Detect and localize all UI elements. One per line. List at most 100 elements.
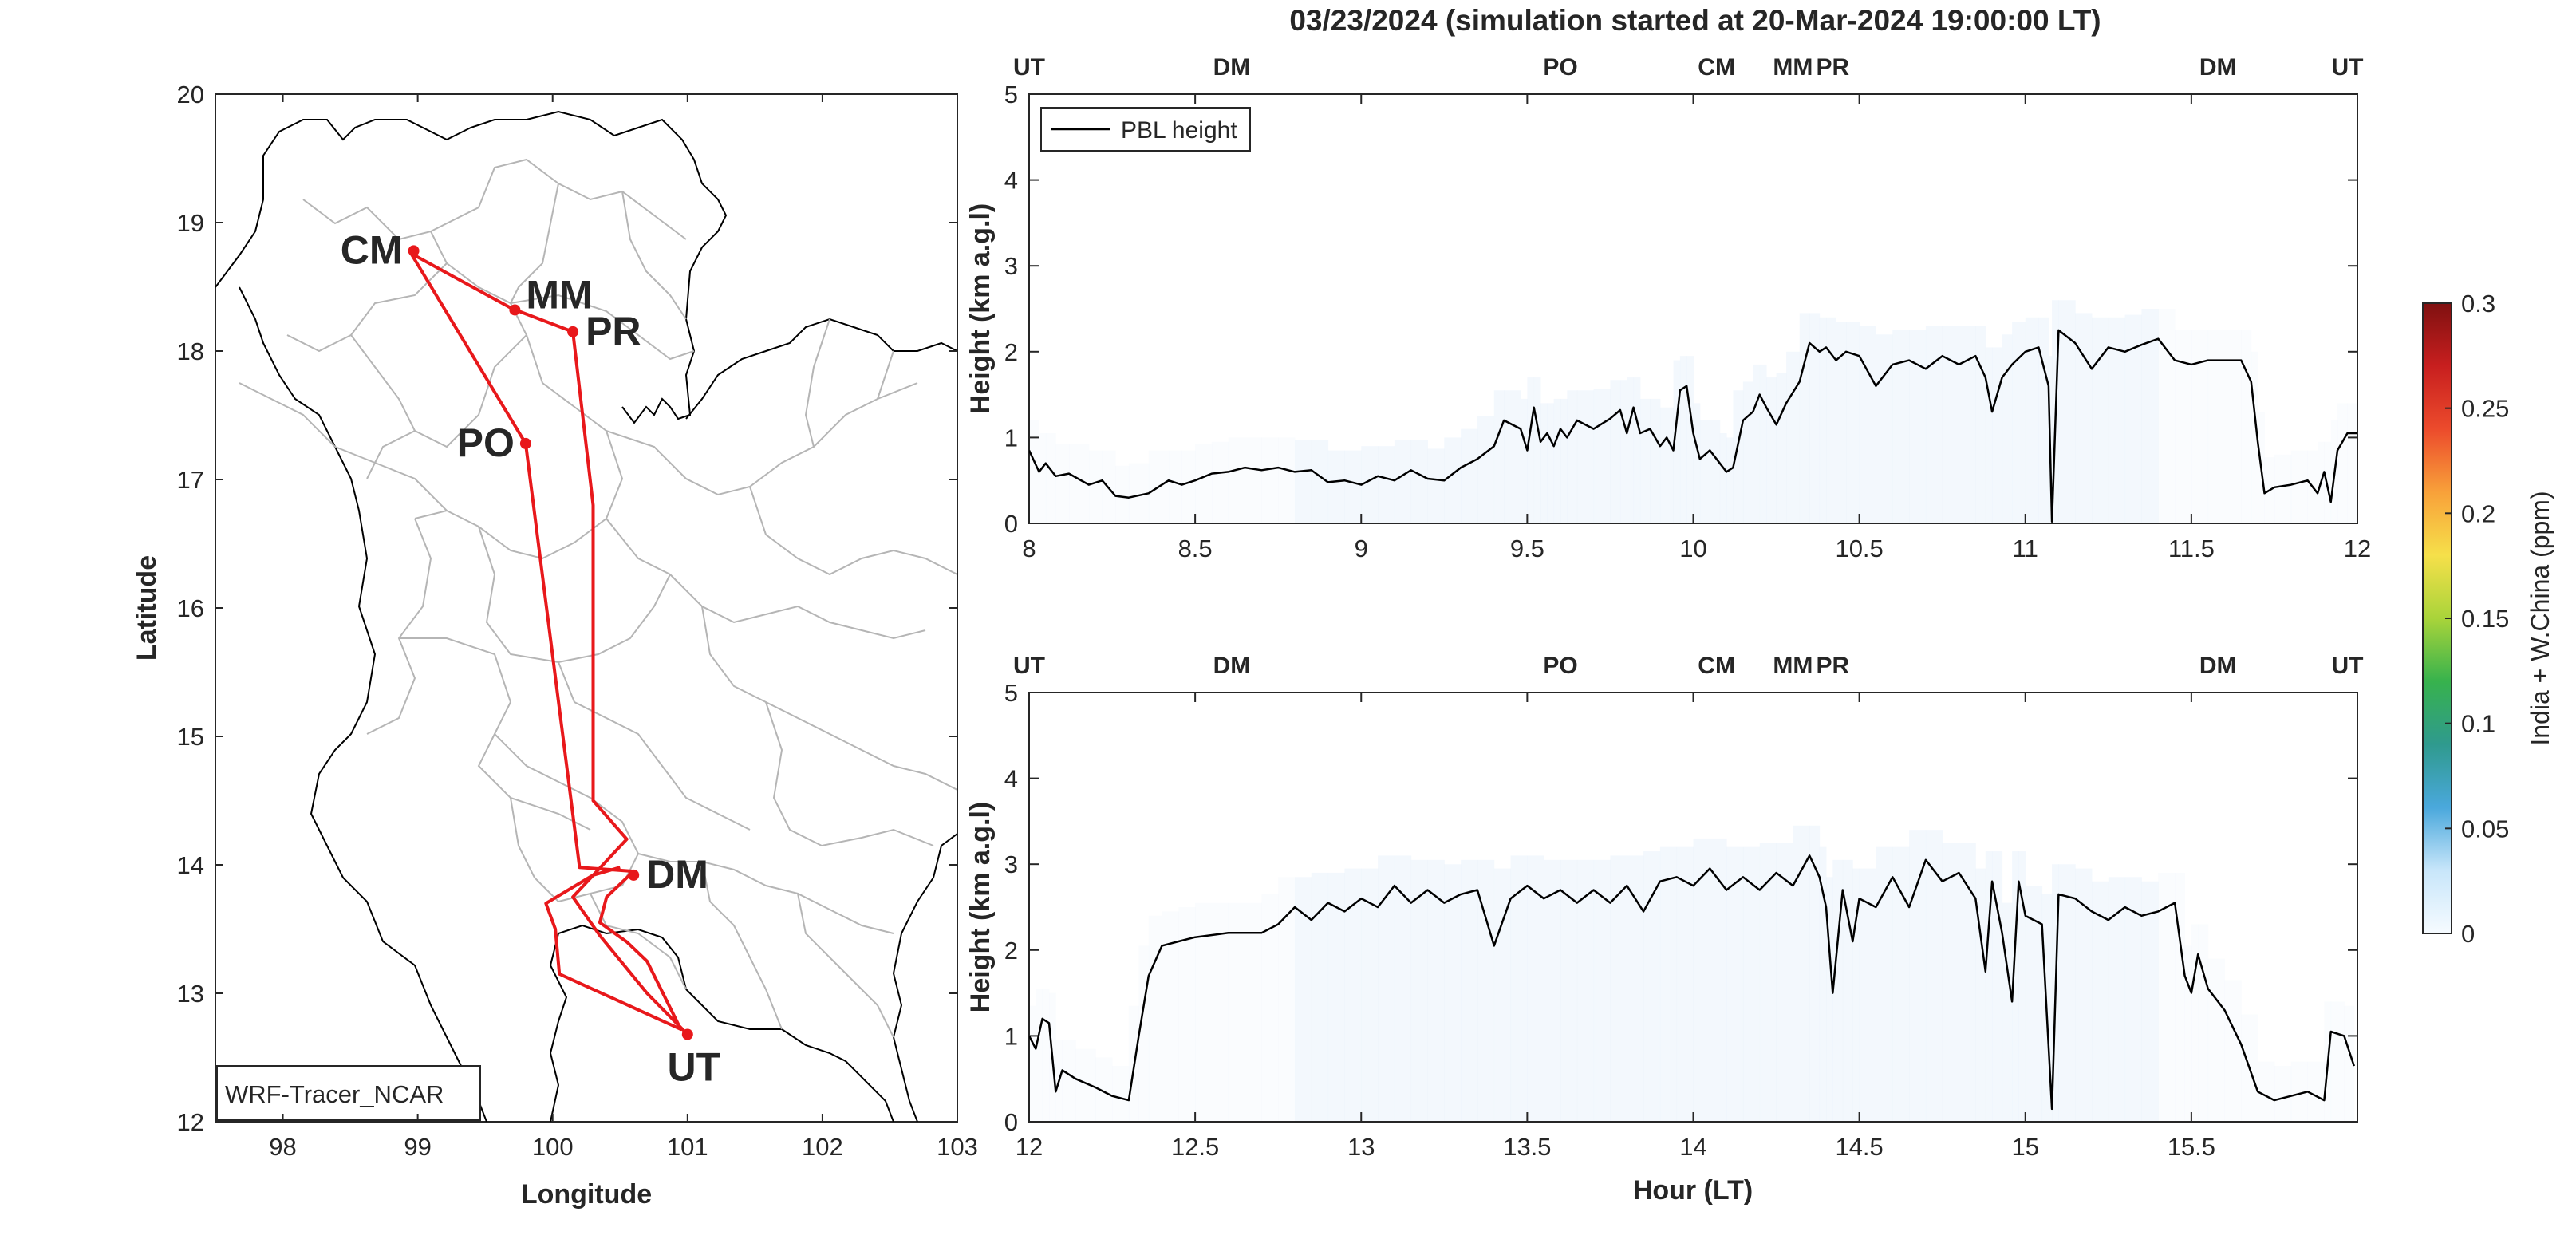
y-tick-label: 2 bbox=[1004, 338, 1018, 366]
flight-route-line bbox=[409, 251, 689, 1036]
country-border-laos bbox=[685, 318, 957, 420]
tracer-shading-cell bbox=[1461, 859, 1478, 1122]
map-axes-box bbox=[215, 93, 958, 1123]
map-y-tick-label: 13 bbox=[177, 980, 204, 1008]
tracer-shading-cell bbox=[1461, 428, 1478, 523]
tracer-shading-cell bbox=[2108, 877, 2126, 1122]
tracer-shading-cell bbox=[1633, 377, 1641, 523]
x-tick-label: 10.5 bbox=[1835, 535, 1883, 562]
tracer-shading-cell bbox=[2290, 1061, 2309, 1122]
x-tick-label: 9 bbox=[1355, 535, 1368, 562]
tracer-shading-cell bbox=[1181, 450, 1196, 523]
site-marker-dm: DM bbox=[1213, 653, 1251, 679]
site-marker-ut: UT bbox=[1013, 54, 1045, 81]
tracer-shading-cell bbox=[2124, 314, 2142, 523]
country-border-myanmar bbox=[239, 286, 487, 1122]
tracer-shading-cell bbox=[2274, 1066, 2292, 1122]
x-tick-label: 13.5 bbox=[1503, 1133, 1551, 1161]
tracer-shading-cell bbox=[1361, 868, 1379, 1122]
tracer-shading-cell bbox=[1852, 868, 1860, 1122]
site-dot-pr bbox=[567, 326, 579, 337]
pbl-height-line bbox=[1029, 329, 2357, 523]
tracer-shading-cell bbox=[1148, 915, 1162, 1122]
tracer-shading-cell bbox=[1799, 313, 1810, 523]
site-marker-ut: UT bbox=[2332, 54, 2364, 81]
tracer-shading-cell bbox=[1533, 377, 1541, 523]
tracer-shading-cell bbox=[1228, 902, 1262, 1122]
site-dot-dm bbox=[628, 869, 640, 881]
tracer-shading-cell bbox=[1759, 364, 1767, 523]
tracer-shading-cell bbox=[2141, 881, 2159, 1122]
tracer-shading-cell bbox=[2241, 330, 2252, 523]
tracer-shading-cell bbox=[1261, 437, 1279, 523]
model-label-box bbox=[216, 1065, 481, 1121]
colorbar-ticks: 0 0.05 0.1 0.15 0.2 0.25 0.3 bbox=[2445, 290, 2509, 948]
site-label-dm: DM bbox=[646, 852, 708, 897]
tracer-shading-cell bbox=[2207, 330, 2242, 523]
site-label-mm: MM bbox=[526, 272, 592, 317]
tracer-shading-cell bbox=[1576, 390, 1595, 523]
tracer-shading-cell bbox=[2324, 441, 2332, 523]
tracer-shading-bottom bbox=[1029, 825, 2355, 1122]
tracer-shading-cell bbox=[1088, 450, 1103, 523]
tracer-shading-cell bbox=[1344, 450, 1362, 523]
tracer-shading-cell bbox=[1876, 334, 1893, 523]
tracer-shading-cell bbox=[1278, 437, 1296, 523]
site-label-po: PO bbox=[457, 420, 515, 465]
tracer-shading-cell bbox=[1693, 403, 1701, 523]
tracer-shading-cell bbox=[1112, 1066, 1130, 1122]
tracer-shading-cell bbox=[1527, 855, 1544, 1122]
x-tick-label: 10 bbox=[1679, 535, 1706, 562]
pbl-series-bottom bbox=[1029, 854, 2355, 1111]
site-markers-bottom: UT DM PO CM MM PR DM UT bbox=[1013, 653, 2364, 679]
tracer-shading-cell bbox=[1576, 859, 1595, 1122]
colorbar-tick-label: 0 bbox=[2461, 920, 2475, 948]
tracer-shading-cell bbox=[1992, 347, 2003, 523]
tracer-shading-cell bbox=[1327, 872, 1345, 1122]
tracer-shading-cell bbox=[1985, 347, 1993, 523]
tracer-shading-cell bbox=[1195, 902, 1229, 1122]
tracer-shading-cell bbox=[1378, 855, 1395, 1122]
tracer-shading-cell bbox=[1710, 838, 1727, 1122]
tracer-shading-cell bbox=[1699, 420, 1710, 523]
colorbar-tick-label: 0.15 bbox=[2461, 605, 2509, 633]
x-tick-label: 12 bbox=[1016, 1133, 1043, 1161]
map-x-tick-label: 98 bbox=[269, 1133, 296, 1161]
tracer-shading-cell bbox=[1427, 859, 1445, 1122]
tracer-shading-cell bbox=[1753, 364, 1761, 523]
tracer-shading-cell bbox=[1036, 989, 1043, 1122]
map-y-tick-label: 17 bbox=[177, 466, 204, 494]
tracer-shading-cell bbox=[1527, 377, 1535, 523]
tracer-shading-cell bbox=[2251, 351, 2258, 523]
y-tick-label: 2 bbox=[1004, 937, 1018, 965]
colorbar-tick-label: 0.25 bbox=[2461, 395, 2509, 423]
tracer-shading-cell bbox=[2175, 330, 2192, 523]
tracer-shading-cell bbox=[1593, 859, 1611, 1122]
tracer-shading-cell bbox=[1547, 403, 1555, 523]
tracer-shading-cell bbox=[1261, 894, 1279, 1122]
tracer-shading-cell bbox=[1477, 859, 1495, 1122]
map-x-axis-label: Longitude bbox=[521, 1179, 652, 1210]
tracer-shading-cell bbox=[1055, 443, 1070, 523]
x-tick-label: 15.5 bbox=[2168, 1133, 2215, 1161]
tracer-shading-cell bbox=[1540, 403, 1548, 523]
colorbar-label: India + W.China (ppm) bbox=[2526, 491, 2554, 745]
tracer-shading-cell bbox=[1793, 825, 1810, 1122]
tracer-shading-cell bbox=[1311, 872, 1329, 1122]
map-x-ticks: 98 99 100 101 102 103 bbox=[269, 94, 978, 1161]
tracer-shading-cell bbox=[1228, 437, 1246, 523]
tracer-shading-cell bbox=[1567, 390, 1578, 523]
tracer-shading-cell bbox=[1975, 326, 1986, 523]
site-marker-mm: MM bbox=[1773, 54, 1813, 81]
map-y-tick-label: 16 bbox=[177, 594, 204, 622]
tracer-shading-cell bbox=[1378, 446, 1395, 523]
x-tick-label: 9.5 bbox=[1510, 535, 1544, 562]
tracer-shading-cell bbox=[1819, 846, 1827, 1122]
x-tick-label: 12.5 bbox=[1171, 1133, 1219, 1161]
tracer-shading-cell bbox=[2012, 322, 2026, 523]
tracer-shading-cell bbox=[2075, 868, 2093, 1122]
